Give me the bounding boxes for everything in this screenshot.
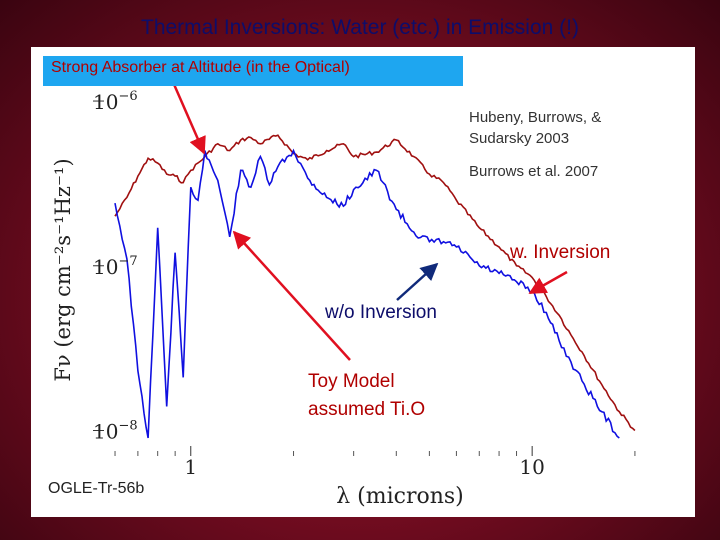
reference-hubeny-line1: Hubeny, Burrows, &	[469, 109, 602, 126]
x-tick-label-10: 10	[519, 455, 544, 479]
reference-hubeny-line2: Sudarsky 2003	[469, 130, 570, 147]
x-axis-label: λ (microns)	[336, 484, 464, 509]
y-tick-label: 10−7	[93, 254, 138, 279]
arrow-no-inversion	[396, 262, 439, 301]
y-axis-label: Fν (erg cm⁻²s⁻¹Hz⁻¹)	[51, 158, 75, 381]
toy-model-note: Toy Model assumed Ti.O	[308, 368, 425, 424]
label-no-inversion: w/o Inversion	[325, 302, 437, 323]
reference-hubeny: Hubeny, Burrows, & Sudarsky 2003	[469, 107, 601, 149]
planet-name: OGLE-Tr-56b	[48, 480, 145, 497]
reference-burrows: Burrows et al. 2007	[469, 163, 599, 180]
x-tick-label-1: 1	[184, 455, 197, 479]
absorber-callout: Strong Absorber at Altitude (in the Opti…	[43, 56, 463, 86]
y-tick-label: 10−6	[93, 89, 138, 114]
arrow-inversion	[528, 270, 568, 295]
toy-model-line1: Toy Model	[308, 371, 395, 392]
arrow-toy-model	[232, 230, 351, 361]
arrow-absorber	[171, 81, 206, 155]
series-line-no-inversion	[114, 148, 620, 439]
series-line-inversion	[114, 134, 636, 432]
chart-panel	[31, 47, 695, 517]
toy-model-line2: assumed Ti.O	[308, 399, 426, 420]
axis-ticks	[93, 100, 636, 456]
label-inversion: w. Inversion	[510, 242, 611, 263]
y-tick-label: 10−8	[93, 418, 138, 443]
slide-title: Thermal Inversions: Water (etc.) in Emis…	[141, 16, 579, 39]
